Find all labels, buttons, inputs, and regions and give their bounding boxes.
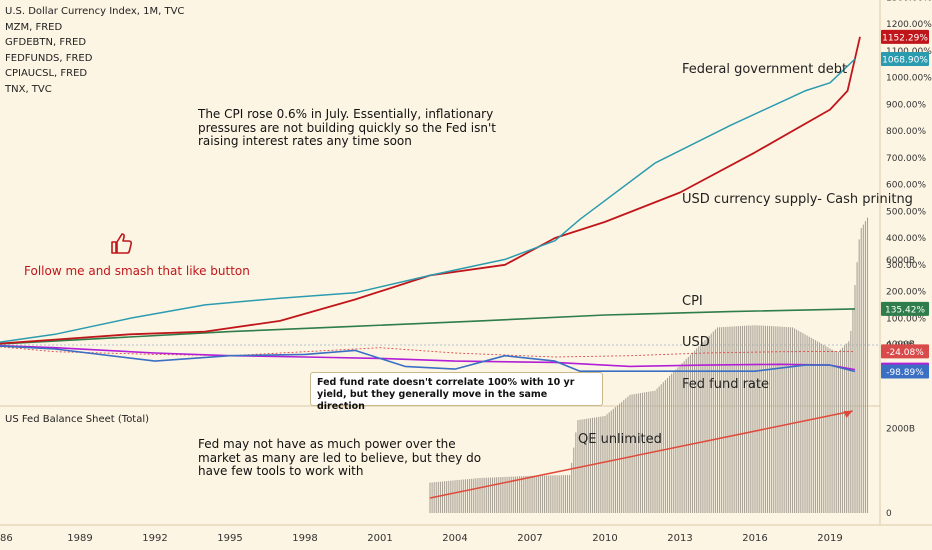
balance-sheet-y-tick: 6000B xyxy=(886,256,915,266)
label-cpi: CPI xyxy=(682,294,703,309)
last-value-text: -24.08% xyxy=(886,348,924,358)
last-value-badge xyxy=(881,344,929,359)
last-value-badge xyxy=(881,364,929,379)
last-value-text: 1152.29% xyxy=(882,33,928,43)
promo-text: Follow me and smash that like button xyxy=(24,264,250,278)
y-tick-label: 1100.00% xyxy=(886,47,932,57)
series-line-mzm xyxy=(0,36,861,345)
qe-trend-line xyxy=(429,410,853,499)
last-value-badge xyxy=(881,29,929,44)
y-tick-label: 1300.00% xyxy=(886,0,932,3)
balance-sheet-y-tick: 2000B xyxy=(886,425,915,435)
y-tick-label: 900.00% xyxy=(886,100,926,110)
x-tick-label: 2007 xyxy=(517,533,542,544)
x-tick-label: 2016 xyxy=(742,533,767,544)
thumbs-up-icon xyxy=(111,233,133,254)
legend-item-gfdebtn[interactable]: GFDEBTN, FRED xyxy=(5,37,87,48)
label-usd: USD xyxy=(682,335,710,350)
x-tick-label: 1995 xyxy=(217,533,242,544)
y-tick-label: 800.00% xyxy=(886,127,926,137)
qe-label: QE unlimited xyxy=(578,432,662,447)
x-tick-label: 2019 xyxy=(817,533,842,544)
series-line-fedfunds xyxy=(0,345,856,373)
y-tick-label: 500.00% xyxy=(886,207,926,217)
x-tick-label: 1998 xyxy=(292,533,317,544)
series-line-tnx xyxy=(0,344,856,371)
cpi-note: The CPI rose 0.6% in July. Essentially, … xyxy=(198,107,496,148)
label-fed-fund-rate: Fed fund rate xyxy=(682,377,769,392)
x-tick-label: 86 xyxy=(0,533,13,544)
y-tick-label: 100.00% xyxy=(886,314,926,324)
y-tick-label: 700.00% xyxy=(886,154,926,164)
y-tick-label: 1200.00% xyxy=(886,20,932,30)
balance-sheet-note: Fed may not have as much power over the … xyxy=(198,437,482,478)
x-tick-label: 2010 xyxy=(592,533,617,544)
qe-arrowhead xyxy=(843,411,853,418)
series-line-cpiaucsl xyxy=(0,308,856,345)
last-value-badge xyxy=(881,301,929,316)
x-tick-label: 2004 xyxy=(442,533,467,544)
balance-sheet-title: US Fed Balance Sheet (Total) xyxy=(5,414,150,425)
last-value-text: 1068.90% xyxy=(882,56,928,66)
y-tick-label: 400.00% xyxy=(886,234,926,244)
last-value-badge xyxy=(881,52,929,67)
balance-sheet-y-tick: 0 xyxy=(886,509,892,519)
series-line-gfdebtn xyxy=(0,58,856,343)
label-money-supply: USD currency supply- Cash prinitng xyxy=(682,192,913,207)
legend-item-fedfunds[interactable]: FEDFUNDS, FRED xyxy=(5,52,93,64)
label-federal-debt: Federal government debt xyxy=(682,62,848,77)
x-tick-label: 2001 xyxy=(367,533,392,544)
legend-item-dxy[interactable]: U.S. Dollar Currency Index, 1M, TVC xyxy=(5,6,185,17)
y-tick-label: 200.00% xyxy=(886,288,926,298)
last-value-text: -98.89% xyxy=(886,368,924,378)
x-tick-label: 2013 xyxy=(667,533,692,544)
y-tick-label: 600.00% xyxy=(886,181,926,191)
last-value-text: 135.42% xyxy=(885,305,925,315)
x-tick-label: 1989 xyxy=(67,533,92,544)
legend-item-cpiaucsl[interactable]: CPIAUCSL, FRED xyxy=(5,68,88,79)
y-tick-label: 300.00% xyxy=(886,261,926,271)
fed-note-box: Fed fund rate doesn't correlate 100% wit… xyxy=(310,372,603,412)
legend: U.S. Dollar Currency Index, 1M, TVC MZM,… xyxy=(5,4,184,97)
legend-item-tnx[interactable]: TNX, TVC xyxy=(5,83,52,95)
y-tick-label: 1000.00% xyxy=(886,74,932,84)
x-tick-label: 1992 xyxy=(142,533,167,544)
legend-item-mzm[interactable]: MZM, FRED xyxy=(5,21,63,33)
